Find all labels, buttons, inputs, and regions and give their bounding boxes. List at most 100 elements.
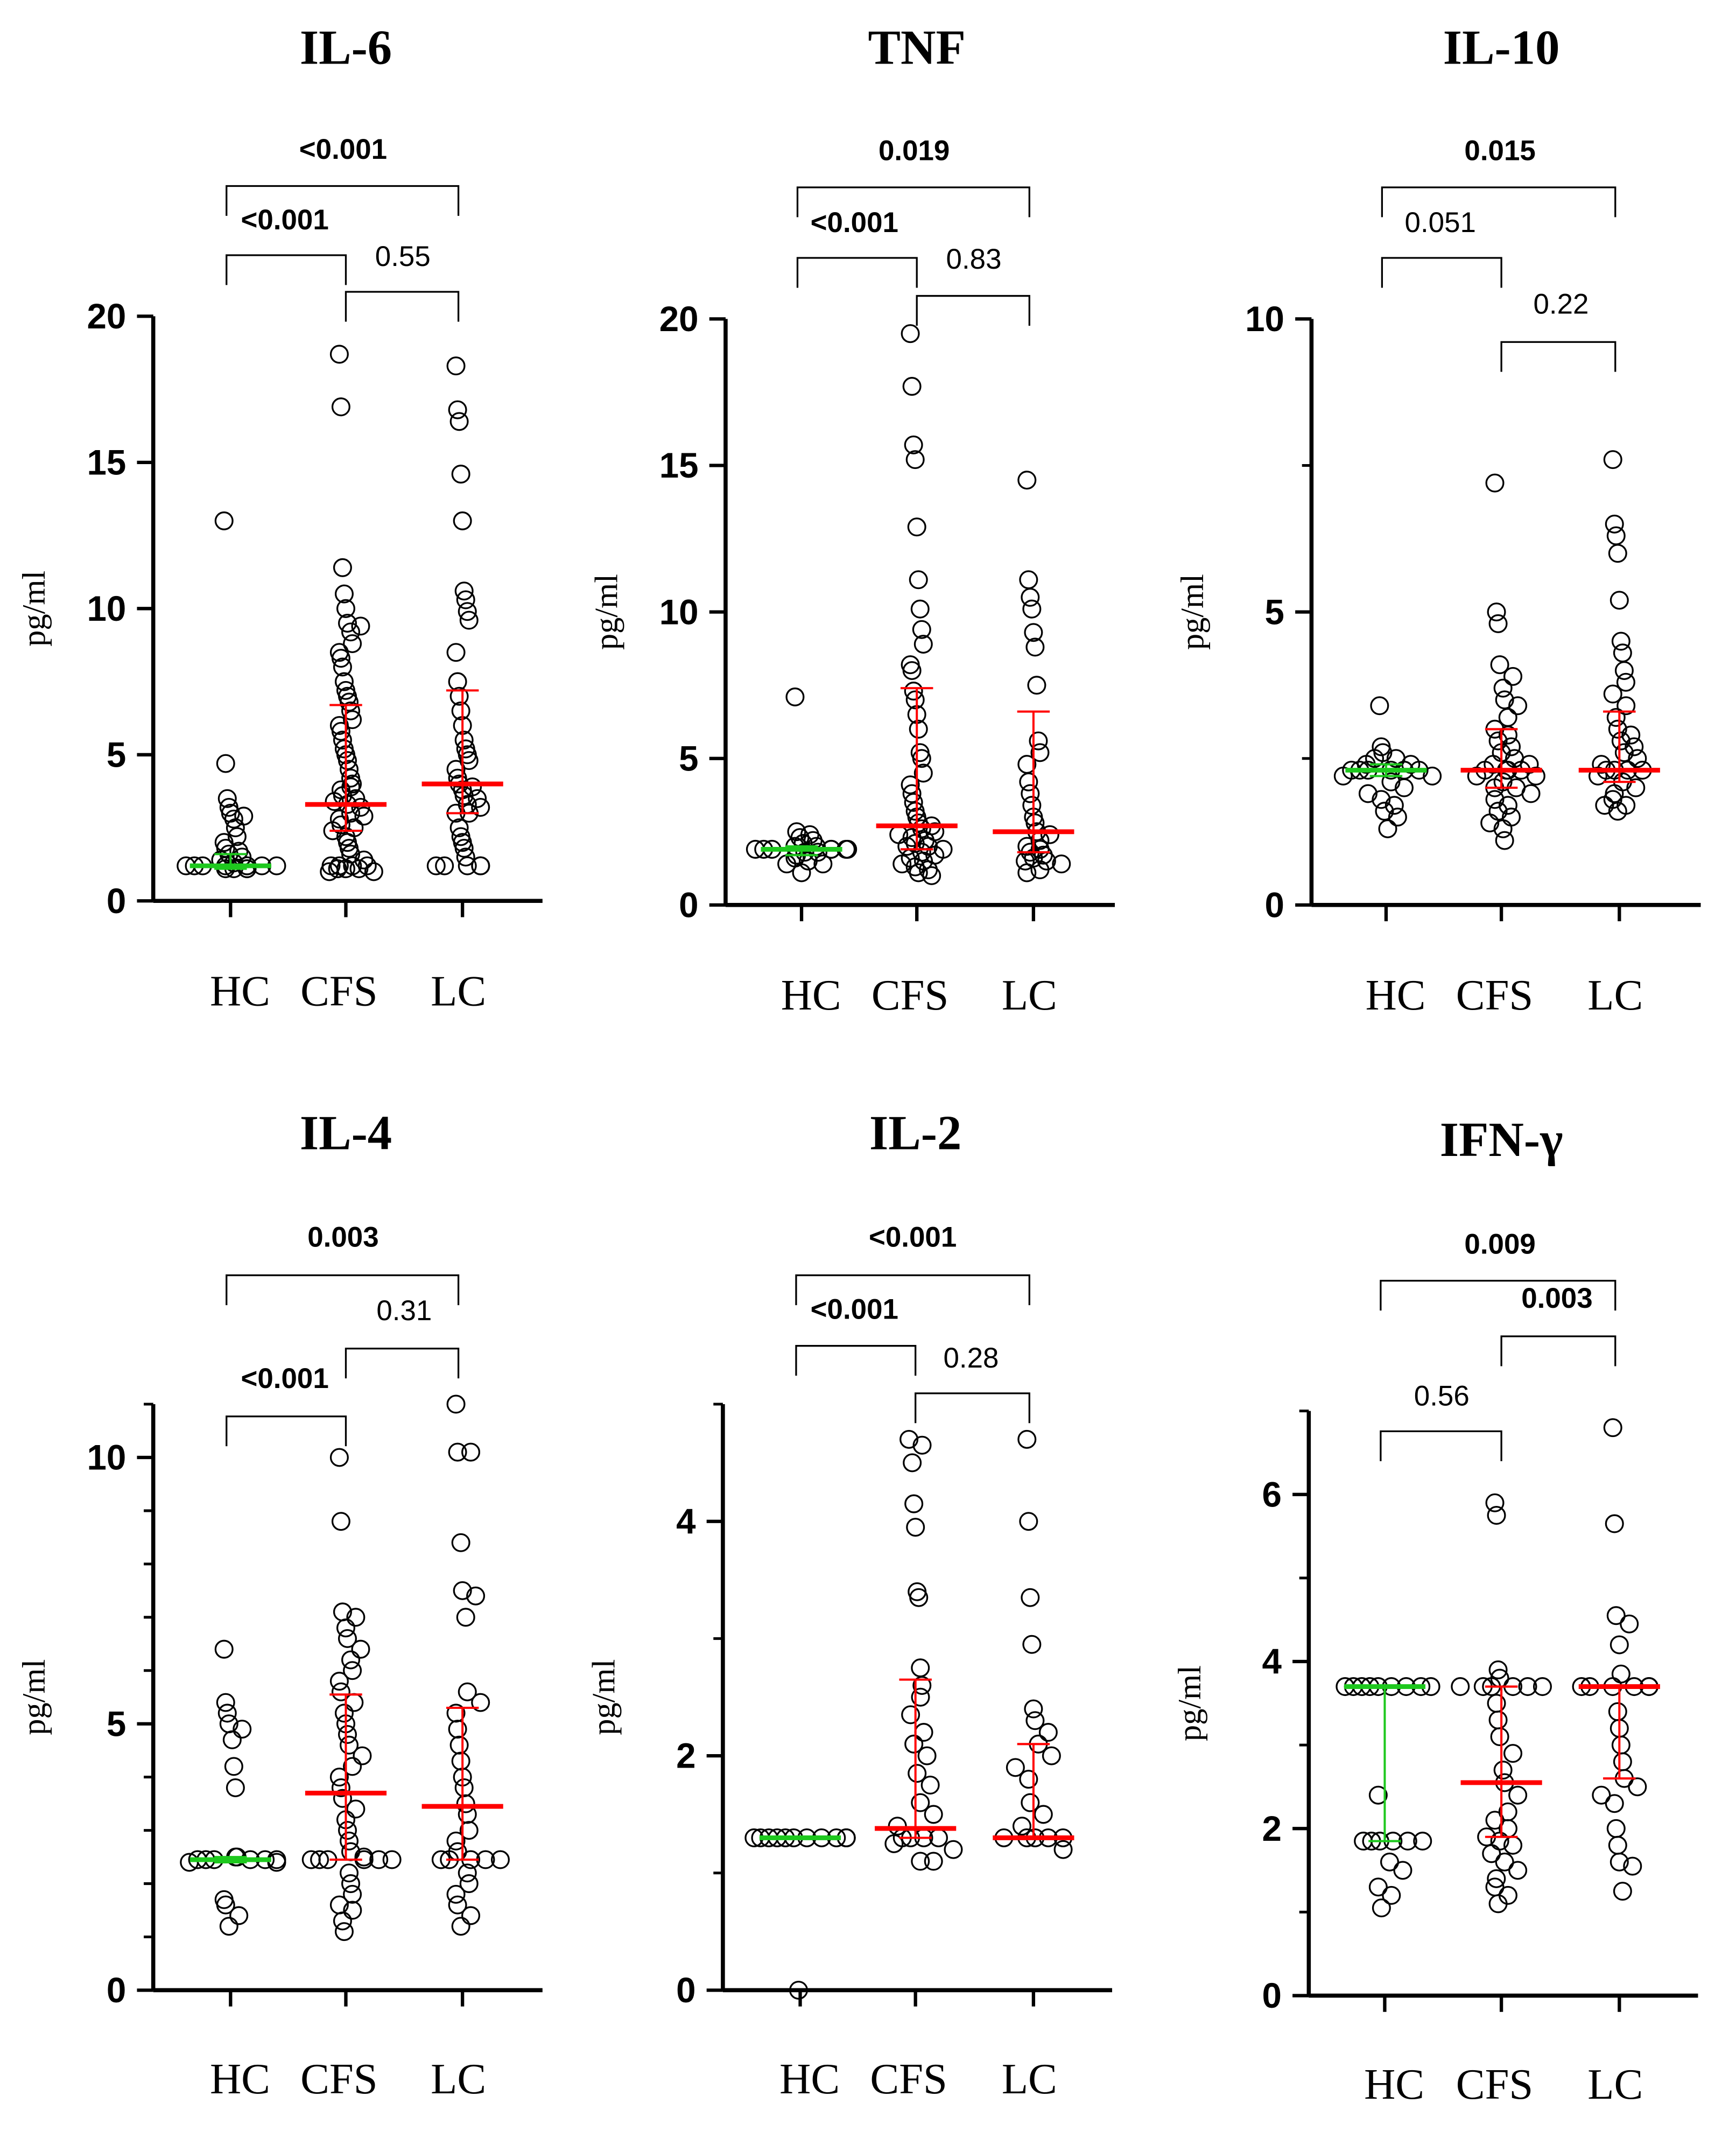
data-point xyxy=(461,1442,481,1462)
series-hc xyxy=(1336,1677,1440,1918)
data-point xyxy=(458,856,477,875)
p-value: 0.015 xyxy=(1464,135,1535,167)
data-point xyxy=(785,687,805,706)
data-point xyxy=(458,1682,477,1701)
data-point xyxy=(1490,655,1509,675)
data-point xyxy=(338,613,357,633)
data-point xyxy=(906,1518,925,1537)
data-point xyxy=(924,1805,943,1824)
bracket-line xyxy=(1380,1280,1616,1311)
data-point xyxy=(1025,1711,1045,1730)
data-point xyxy=(1592,755,1611,774)
bracket-line xyxy=(795,1345,917,1376)
data-point xyxy=(1042,1746,1061,1765)
p-value: 0.009 xyxy=(1464,1228,1535,1260)
data-point xyxy=(329,1448,349,1467)
series-cfs xyxy=(1451,1493,1552,1913)
data-point xyxy=(1502,737,1521,756)
data-point xyxy=(902,661,922,680)
data-point xyxy=(222,1730,242,1749)
data-point xyxy=(456,1608,475,1627)
chart-title: IFN-γ xyxy=(1440,1112,1563,1167)
comparison-bracket: 0.55 xyxy=(345,241,460,322)
data-point xyxy=(1508,1785,1528,1805)
series-lc xyxy=(993,1429,1074,1859)
data-point xyxy=(426,856,446,875)
data-point xyxy=(909,1588,929,1607)
data-point xyxy=(1019,1770,1038,1789)
data-point xyxy=(884,1834,904,1853)
data-point xyxy=(229,1906,249,1925)
data-point xyxy=(909,863,928,882)
data-point xyxy=(334,584,354,604)
comparison-bracket: 0.015 xyxy=(1381,135,1616,218)
data-point xyxy=(1487,1869,1506,1888)
data-point xyxy=(1603,1418,1622,1438)
x-tick-label: CFS xyxy=(1456,2060,1533,2108)
data-point xyxy=(912,620,931,639)
bracket-line xyxy=(915,1392,1030,1424)
data-point xyxy=(944,1840,963,1859)
data-point xyxy=(911,1793,930,1812)
chart-title: TNF xyxy=(868,20,966,75)
data-point xyxy=(914,1723,933,1742)
data-point xyxy=(466,1586,486,1606)
data-point xyxy=(1613,1752,1632,1771)
data-point xyxy=(1024,623,1043,642)
data-point xyxy=(448,1895,467,1915)
data-point xyxy=(459,1821,479,1840)
data-point xyxy=(454,581,474,601)
comparison-bracket: 0.003 xyxy=(1500,1282,1616,1366)
data-point xyxy=(333,1911,352,1931)
data-point xyxy=(1606,1606,1626,1625)
y-tick-label: 5 xyxy=(107,1704,126,1743)
p-value: 0.83 xyxy=(946,243,1002,275)
data-point xyxy=(1589,766,1608,786)
data-point xyxy=(1029,731,1048,751)
data-point xyxy=(908,1764,927,1783)
p-value: <0.001 xyxy=(241,204,328,236)
data-point xyxy=(1488,1660,1508,1680)
data-point xyxy=(912,1435,932,1455)
series-hc xyxy=(1333,696,1442,838)
data-point xyxy=(1393,1861,1412,1880)
data-point xyxy=(789,1980,809,2000)
data-point xyxy=(1480,813,1500,832)
data-point xyxy=(459,1874,479,1894)
data-point xyxy=(446,1704,466,1723)
data-point xyxy=(320,862,339,881)
data-point xyxy=(905,450,925,469)
data-point xyxy=(331,397,350,417)
x-tick-label: LC xyxy=(1002,2055,1057,2103)
comparison-bracket: 0.83 xyxy=(916,243,1030,326)
x-tick-label: CFS xyxy=(870,2055,947,2103)
data-point xyxy=(1381,772,1401,791)
chart-title: IL-2 xyxy=(869,1105,961,1160)
data-point xyxy=(340,1735,359,1755)
data-point xyxy=(1616,696,1636,716)
data-point xyxy=(1493,1761,1513,1780)
data-point xyxy=(904,682,923,701)
data-point xyxy=(451,465,470,484)
p-value: <0.001 xyxy=(811,207,898,239)
panel-il-4: IL-4 0 5 10 pg/ml HC CFS LC 0.003 0.31 <0.001 xyxy=(16,1105,543,2103)
bracket-line xyxy=(226,1415,347,1447)
data-point xyxy=(353,1746,372,1765)
data-point xyxy=(1611,731,1630,751)
data-point xyxy=(446,1394,466,1414)
bracket-line xyxy=(1500,1335,1616,1366)
data-point xyxy=(1610,591,1629,610)
data-point xyxy=(901,775,920,795)
data-point xyxy=(364,862,383,881)
y-tick-label: 20 xyxy=(87,297,126,336)
data-point xyxy=(1378,819,1397,838)
bracket-line xyxy=(796,186,1030,218)
data-point xyxy=(331,649,350,668)
data-point xyxy=(343,710,362,730)
data-point xyxy=(334,1704,354,1723)
data-point xyxy=(456,847,475,867)
data-point xyxy=(1611,1664,1630,1684)
bracket-line xyxy=(1500,341,1616,372)
series-lc xyxy=(421,1394,510,1936)
y-tick-label: 0 xyxy=(107,881,126,921)
